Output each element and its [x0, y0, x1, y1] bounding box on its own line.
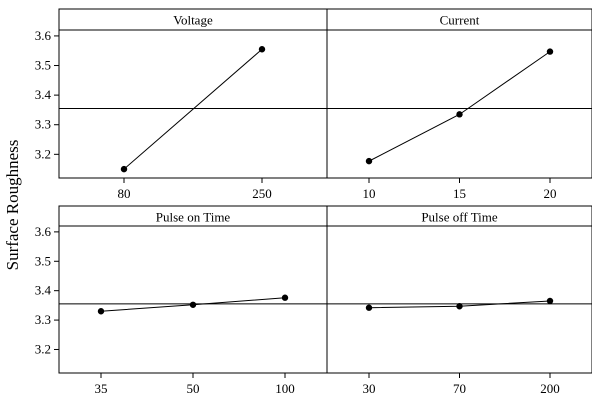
y-tick-label: 3.3: [35, 117, 51, 132]
series-line: [124, 49, 262, 169]
data-point: [98, 308, 104, 314]
panel-frame-2: [59, 206, 327, 373]
x-tick-label: 35: [95, 381, 108, 396]
panel-frame-0: [59, 9, 327, 178]
y-tick-label: 3.6: [35, 224, 52, 239]
panel-title: Pulse off Time: [421, 210, 498, 225]
y-tick-label: 3.3: [35, 312, 51, 327]
data-point: [259, 46, 265, 52]
data-point: [282, 295, 288, 301]
x-tick-label: 80: [118, 186, 131, 201]
x-tick-label: 70: [453, 381, 466, 396]
data-point: [456, 111, 462, 117]
data-point: [366, 158, 372, 164]
panel-title: Voltage: [173, 13, 213, 28]
panel-title: Pulse on Time: [156, 210, 231, 225]
y-tick-label: 3.5: [35, 58, 51, 73]
y-tick-label: 3.2: [35, 146, 51, 161]
x-tick-label: 15: [453, 186, 466, 201]
data-point: [456, 303, 462, 309]
x-tick-label: 250: [252, 186, 272, 201]
y-axis-label: Surface Roughness: [3, 140, 22, 271]
y-tick-label: 3.5: [35, 253, 51, 268]
data-point: [121, 166, 127, 172]
y-tick-label: 3.2: [35, 341, 51, 356]
data-point: [366, 305, 372, 311]
series-line: [369, 52, 550, 162]
y-tick-label: 3.6: [35, 28, 52, 43]
x-tick-label: 100: [275, 381, 295, 396]
data-point: [190, 302, 196, 308]
panel-frame-3: [327, 206, 592, 373]
x-tick-label: 10: [363, 186, 376, 201]
panel-frame-1: [327, 9, 592, 178]
x-tick-label: 50: [187, 381, 200, 396]
y-tick-label: 3.4: [35, 283, 52, 298]
panel-title: Current: [440, 13, 480, 28]
x-tick-label: 30: [363, 381, 376, 396]
x-tick-label: 200: [540, 381, 560, 396]
data-point: [547, 48, 553, 54]
y-tick-label: 3.4: [35, 87, 52, 102]
data-point: [547, 298, 553, 304]
x-tick-label: 20: [544, 186, 557, 201]
